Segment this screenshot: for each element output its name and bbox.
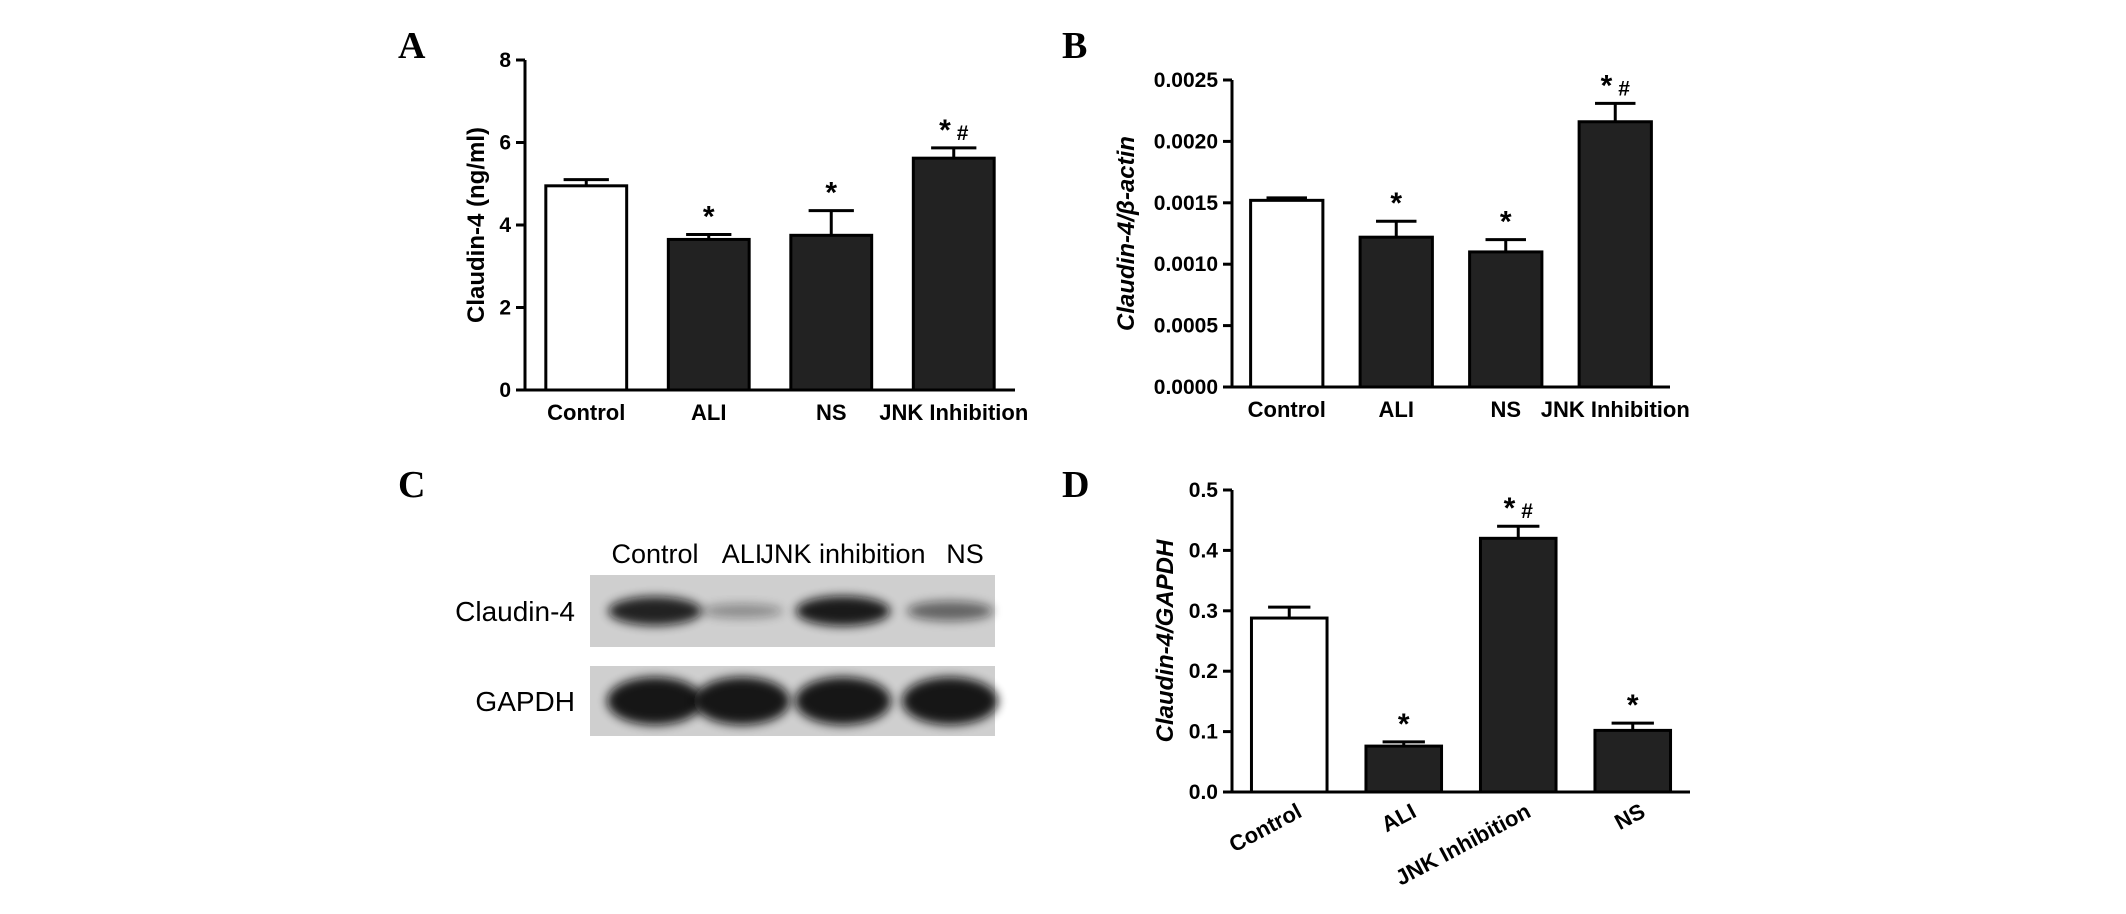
panel-letter-a: A [398, 25, 426, 67]
x-tick-label: Control [1225, 798, 1306, 857]
bar-ns [1468, 250, 1544, 389]
x-tick-label: NS [1490, 397, 1521, 422]
blot-band [607, 677, 703, 725]
y-tick-label: 0.0015 [1154, 192, 1219, 215]
blot-lane-label: JNK inhibition [760, 539, 925, 569]
blot-row-label: GAPDH [475, 686, 575, 717]
significance-marker: * [1398, 708, 1410, 741]
x-tick-label: NS [1610, 798, 1649, 834]
bar-ns [1593, 728, 1673, 794]
significance-marker: * [1390, 187, 1402, 220]
significance-marker: * [703, 200, 715, 233]
bar-jnk-inhibition [911, 156, 996, 392]
blot-lane-label: Control [611, 539, 698, 569]
x-tick-label: NS [816, 400, 847, 425]
y-tick-label: 0.4 [1189, 539, 1219, 562]
y-axis-title: Claudin-4 (ng/ml) [463, 127, 490, 323]
chart-a: 0 2 4 6 8 Claudin-4 (ng/ml) Control * ALI * NS * # JN… [463, 49, 1028, 425]
blot-band [701, 603, 783, 619]
y-tick-label: 0.5 [1189, 479, 1219, 502]
significance-marker: * [825, 177, 837, 210]
y-tick-label: 2 [499, 297, 511, 320]
bar-control [544, 184, 629, 392]
y-tick-label: 0.0020 [1154, 130, 1218, 153]
x-tick-label: ALI [691, 400, 726, 425]
panel-letter-b: B [1062, 25, 1087, 67]
x-tick-label: ALI [1379, 397, 1414, 422]
bar-control [1249, 616, 1329, 794]
panel-letter-c: C [398, 464, 425, 506]
blot-band [795, 596, 891, 626]
blot-lane-label: ALI [722, 539, 763, 569]
panel-letter-d: D [1062, 464, 1089, 506]
y-tick-label: 0.0 [1189, 781, 1218, 804]
bar-ali [1358, 235, 1434, 389]
bar-ali [666, 237, 751, 392]
y-tick-label: 0.0025 [1154, 69, 1219, 92]
x-tick-label: JNK Inhibition [879, 400, 1028, 425]
y-tick-label: 0 [499, 379, 511, 402]
x-tick-label: Control [547, 400, 625, 425]
blot-band [694, 677, 790, 725]
blot-band [906, 601, 994, 621]
y-tick-label: 0.0005 [1154, 315, 1219, 338]
y-axis-title: Claudin-4/GAPDH [1152, 539, 1179, 742]
y-tick-label: 0.3 [1189, 600, 1218, 623]
blot-band [608, 596, 702, 626]
bar-jnk-inhibition [1577, 120, 1653, 389]
y-tick-label: 8 [499, 49, 511, 72]
blot-lane-label: NS [946, 539, 984, 569]
y-tick-label: 0.0000 [1154, 376, 1218, 399]
bar-ns [789, 233, 874, 392]
bar-jnk-inhibition [1478, 536, 1558, 794]
y-axis-title: Claudin-4/β-actin [1113, 136, 1140, 331]
blot-band [795, 677, 891, 725]
significance-marker: * # [939, 114, 969, 147]
blot-band [902, 677, 998, 725]
blot-row-label: Claudin-4 [455, 596, 575, 627]
x-tick-label: ALI [1377, 798, 1420, 837]
y-tick-label: 0.1 [1189, 721, 1219, 744]
significance-marker: * # [1601, 69, 1631, 102]
bar-ali [1364, 744, 1444, 794]
y-tick-label: 4 [499, 214, 511, 237]
chart-b: 0.0000 0.0005 0.0010 0.0015 0.0020 0.0025 Clau… [1113, 69, 1690, 422]
y-tick-label: 0.2 [1189, 660, 1218, 683]
significance-marker: * [1627, 689, 1639, 722]
significance-marker: * # [1504, 492, 1534, 525]
y-tick-label: 0.0010 [1154, 253, 1218, 276]
x-tick-label: JNK Inhibition [1541, 397, 1690, 422]
bar-control [1249, 198, 1325, 389]
x-tick-label: Control [1248, 397, 1326, 422]
y-tick-label: 6 [499, 132, 511, 155]
chart-d: 0.0 0.1 0.2 0.3 0.4 0.5 Claudin-4/GAPDH Control… [1152, 479, 1690, 890]
significance-marker: * [1500, 206, 1512, 239]
